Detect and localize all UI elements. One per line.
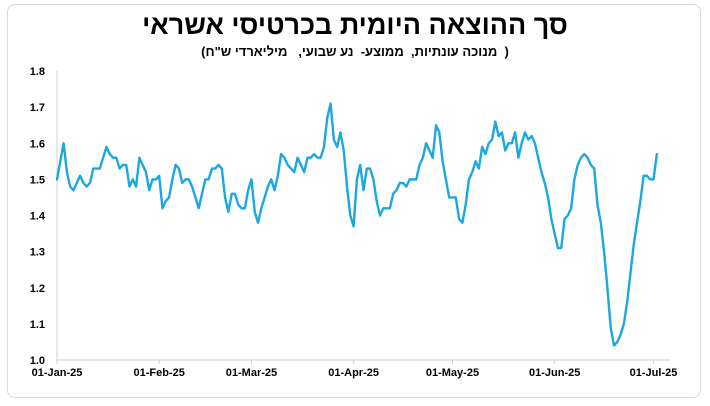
x-tick-label: 01-Feb-25 — [133, 367, 184, 379]
y-tick-label: 1.0 — [30, 355, 45, 367]
chart-title: סך ההוצאה היומית בכרטיסי אשראי — [142, 10, 568, 40]
x-tick-label: 01-Jun-25 — [529, 367, 580, 379]
y-tick-label: 1.2 — [30, 283, 45, 295]
chart-frame — [7, 4, 701, 398]
y-tick-label: 1.6 — [30, 138, 45, 150]
plot-area: 1.0 1.1 1.2 1.3 1.4 1.5 1.6 1.7 1.8 01-Jan-25 01-F… — [30, 66, 678, 379]
y-tick-label: 1.7 — [30, 102, 45, 114]
y-tick-label: 1.4 — [30, 211, 46, 223]
x-tick-label: 01-Jul-25 — [630, 367, 678, 379]
y-tick-label: 1.8 — [30, 66, 45, 78]
y-tick-label: 1.3 — [30, 247, 45, 259]
x-tick-label: 01-Jan-25 — [32, 367, 83, 379]
x-tick-label: 01-Mar-25 — [226, 367, 277, 379]
y-tick-label: 1.5 — [30, 174, 45, 186]
chart-subtitle: ( מנוכה עונתיות, ממוצע- נע שבועי, מיליאר… — [201, 44, 509, 59]
y-tick-label: 1.1 — [30, 319, 45, 331]
series-line-0 — [55, 102, 659, 347]
x-tick-label: 01-Apr-25 — [328, 367, 379, 379]
x-tick-label: 01-May-25 — [426, 367, 479, 379]
